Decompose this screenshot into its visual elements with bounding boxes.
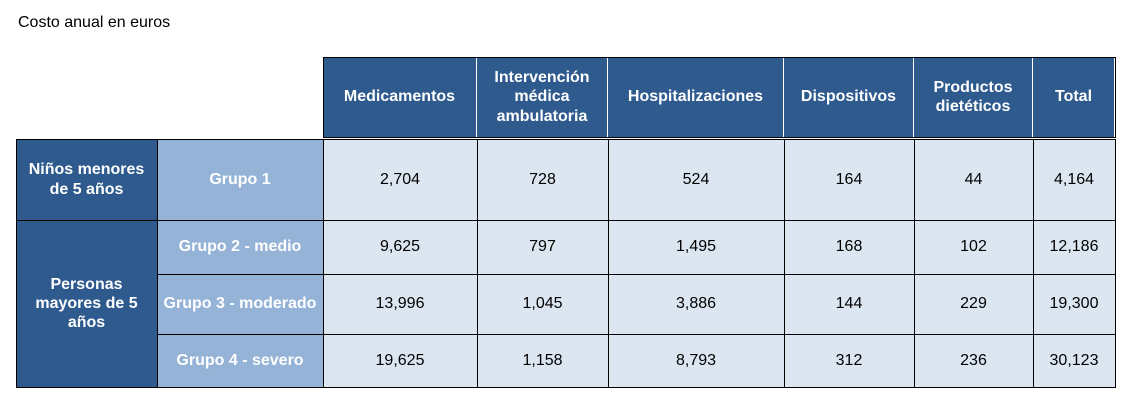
table-cell: 30,123 (1033, 334, 1115, 387)
table-cell: 3,886 (608, 274, 784, 334)
row-group-header: Personas mayores de 5 años (16, 220, 157, 387)
column-header: Dispositivos (784, 57, 914, 137)
table-cell: 1,045 (477, 274, 608, 334)
table-cell: 312 (784, 334, 914, 387)
table-cell: 1,158 (477, 334, 608, 387)
table-caption: Costo anual en euros (18, 14, 171, 31)
table-cell: 19,625 (323, 334, 477, 387)
grid-line (608, 139, 609, 387)
column-header: Intervención médica ambulatoria (477, 57, 608, 137)
table-cell: 8,793 (608, 334, 784, 387)
row-label: Grupo 4 - severo (157, 334, 323, 387)
table-cell: 144 (784, 274, 914, 334)
table-cell: 164 (784, 139, 914, 220)
table-cell: 12,186 (1033, 220, 1115, 274)
table-cell: 524 (608, 139, 784, 220)
grid-line (323, 137, 1116, 138)
grid-line (16, 387, 1116, 388)
grid-line (914, 139, 915, 387)
grid-line (1115, 57, 1116, 137)
grid-line (1115, 139, 1116, 387)
grid-line (16, 139, 1116, 140)
table-cell: 728 (477, 139, 608, 220)
row-group-header: Niños menores de 5 años (16, 139, 157, 220)
table-cell: 1,495 (608, 220, 784, 274)
grid-line (157, 274, 1116, 275)
column-header: Medicamentos (323, 57, 477, 137)
grid-line (323, 139, 324, 387)
grid-line (784, 139, 785, 387)
grid-line (16, 139, 17, 387)
grid-line (323, 57, 324, 137)
table-cell: 797 (477, 220, 608, 274)
column-header: Total (1033, 57, 1115, 137)
row-label: Grupo 1 (157, 139, 323, 220)
table-cell: 9,625 (323, 220, 477, 274)
table-cell: 236 (914, 334, 1033, 387)
grid-line (477, 139, 478, 387)
grid-line (16, 220, 1116, 221)
table-cell: 19,300 (1033, 274, 1115, 334)
row-label: Grupo 3 - moderado (157, 274, 323, 334)
column-header: Hospitalizaciones (608, 57, 784, 137)
table-cell: 4,164 (1033, 139, 1115, 220)
column-header: Productos dietéticos (914, 57, 1033, 137)
table-cell: 168 (784, 220, 914, 274)
grid-line (157, 139, 158, 387)
row-label: Grupo 2 - medio (157, 220, 323, 274)
table-cell: 229 (914, 274, 1033, 334)
table-cell: 13,996 (323, 274, 477, 334)
grid-line (1033, 139, 1034, 387)
table-cell: 102 (914, 220, 1033, 274)
grid-line (157, 334, 1116, 335)
table-cell: 2,704 (323, 139, 477, 220)
grid-line (323, 57, 1116, 58)
table-cell: 44 (914, 139, 1033, 220)
